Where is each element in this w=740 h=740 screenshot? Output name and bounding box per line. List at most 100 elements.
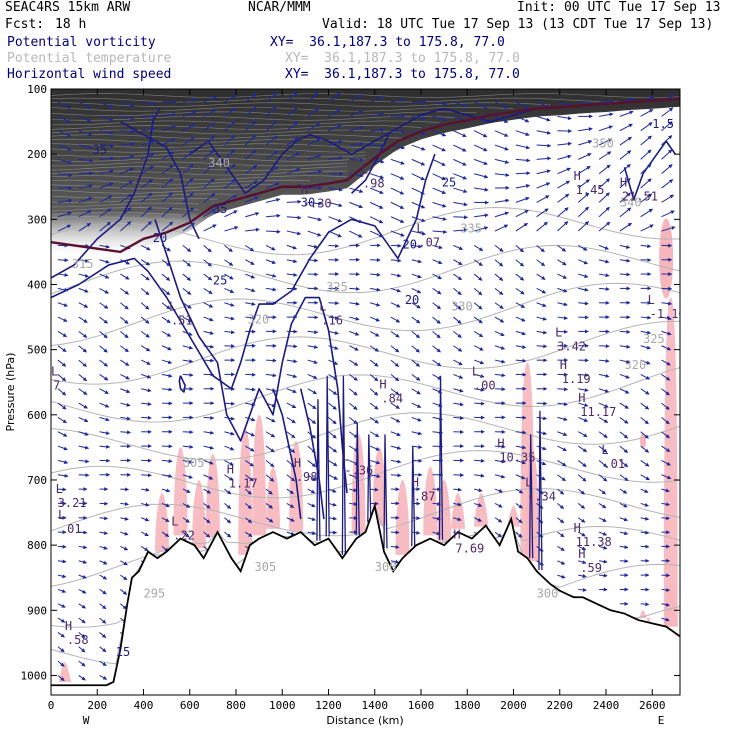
wind-vector: [598, 125, 613, 132]
wind-vector: [265, 197, 281, 203]
field-label-theta: Potential temperature: [7, 51, 172, 66]
wind-vector: [640, 474, 650, 481]
wind-vector: [141, 517, 150, 522]
wind-vector: [57, 445, 68, 451]
wind-vector: [349, 316, 360, 321]
wind-vector: [557, 221, 569, 232]
wind-vector: [203, 122, 216, 132]
hl-marker-letter: H: [497, 436, 504, 450]
wind-vector: [536, 221, 548, 232]
wind-vector: [182, 163, 194, 175]
wind-vector: [369, 445, 380, 451]
wind-vector: [120, 388, 131, 394]
wind-vector: [307, 359, 318, 364]
wind-vector: [244, 503, 252, 509]
hl-marker-letter: H: [578, 547, 585, 561]
theta-label: 340: [620, 195, 642, 209]
wind-vector: [619, 207, 632, 218]
wind-vector: [161, 138, 176, 146]
wind-vector: [390, 243, 402, 248]
wind-vector: [432, 388, 443, 394]
wind-vector: [224, 517, 232, 524]
wind-speed-label: 25: [442, 176, 456, 190]
y-tick-label: 500: [27, 344, 47, 357]
wind-vector: [536, 344, 548, 349]
wind-vector: [640, 516, 650, 521]
wind-vector: [557, 531, 565, 538]
wind-vector: [203, 344, 215, 349]
wind-vector: [78, 222, 92, 232]
wind-vector: [141, 401, 152, 406]
wind-vector: [578, 127, 593, 132]
wind-vector: [432, 316, 441, 324]
wind-vector: [224, 94, 238, 103]
wind-vector: [265, 517, 274, 523]
wind-vector: [224, 302, 235, 307]
wind-vector: [661, 359, 671, 366]
wind-vector: [390, 388, 400, 396]
wind-vector: [286, 474, 296, 482]
wind-vector: [78, 287, 89, 293]
wind-vector: [661, 502, 671, 507]
wind-vector: [203, 517, 211, 524]
wind-vector: [244, 517, 253, 524]
hl-marker-letter: L: [648, 293, 655, 307]
wind-vector: [432, 430, 444, 435]
wind-vector: [224, 194, 237, 203]
wind-vector: [57, 559, 67, 564]
shade-streak: [51, 147, 366, 153]
wind-vector: [161, 387, 173, 392]
wind-vector: [557, 329, 569, 334]
wind-vector: [99, 156, 115, 161]
wind-vector: [577, 221, 590, 232]
wind-vector: [78, 473, 90, 478]
wind-vector: [598, 192, 610, 203]
wind-vector: [203, 178, 215, 189]
wind-vector: [120, 302, 129, 310]
wind-vector: [390, 345, 400, 353]
wind-vector: [515, 503, 523, 509]
x-tick-label: 1600: [408, 699, 435, 712]
wind-vector: [453, 359, 463, 366]
wind-vector: [328, 373, 338, 380]
terrain-profile: [51, 502, 680, 695]
wind-vector: [390, 158, 405, 165]
wind-vector: [390, 258, 402, 263]
wind-vector: [182, 222, 195, 232]
wind-vector: [307, 402, 317, 410]
wind-vector: [536, 143, 552, 148]
wind-vector: [557, 546, 565, 551]
wind-vector: [598, 138, 613, 146]
wind-vector: [286, 531, 296, 536]
wind-vector: [598, 178, 611, 189]
wind-vector: [286, 106, 298, 117]
wind-vector: [328, 502, 337, 507]
wind-speed-label: 35: [93, 143, 107, 157]
wind-vector: [661, 345, 672, 351]
wind-vector: [244, 120, 257, 132]
wind-vector: [328, 345, 339, 350]
wind-vector: [265, 244, 276, 251]
wind-vector: [619, 402, 629, 409]
wind-vector: [307, 517, 316, 522]
wind-vector: [661, 488, 670, 493]
wind-vector: [661, 135, 673, 146]
wind-vector: [411, 244, 423, 249]
wind-vector: [453, 402, 464, 407]
pv-contour: [154, 219, 348, 494]
wind-vector: [78, 101, 93, 109]
wind-vector: [432, 302, 442, 310]
wind-vector: [515, 445, 527, 450]
wind-vector: [598, 388, 610, 393]
wind-vector: [245, 315, 256, 320]
wind-vector: [598, 164, 611, 175]
wind-vector: [557, 459, 567, 467]
hl-marker-value: -.30: [303, 196, 332, 210]
hl-marker-letter: L: [58, 508, 65, 522]
wind-vector: [536, 546, 544, 552]
hl-marker-letter: H: [560, 358, 567, 372]
wind-vector: [99, 359, 108, 367]
wind-vector: [203, 96, 218, 103]
wind-vector: [411, 273, 422, 279]
wind-speed-label: 20: [405, 293, 419, 307]
